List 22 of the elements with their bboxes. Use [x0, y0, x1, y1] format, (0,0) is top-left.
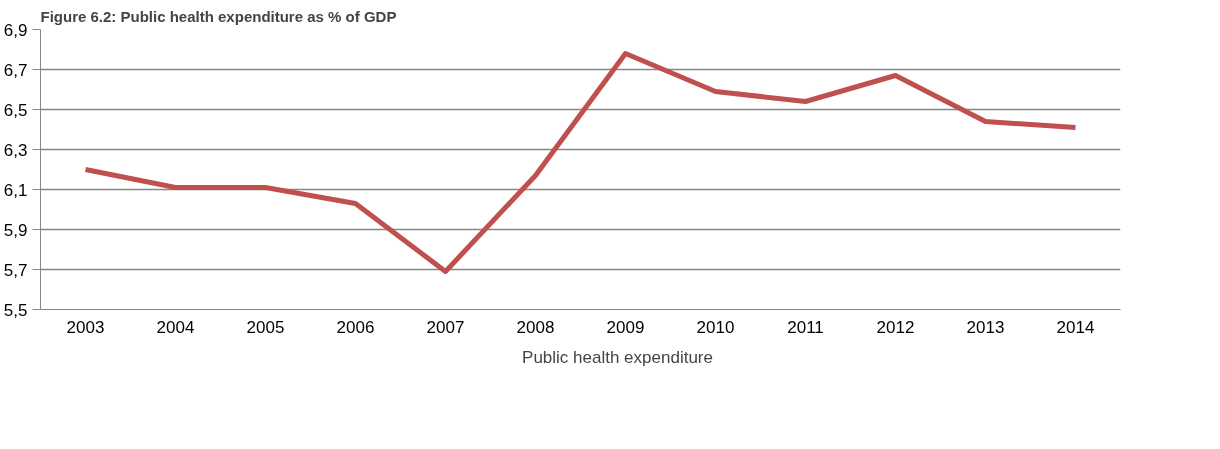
- x-tick-label: 2012: [876, 317, 915, 337]
- y-tick-label: 6,9: [3, 20, 28, 40]
- x-tick-label: 2014: [1056, 317, 1095, 337]
- x-tick-label: 2008: [516, 317, 555, 337]
- x-tick-label: 2007: [426, 317, 465, 337]
- y-tick-label: 5,7: [3, 260, 28, 280]
- text: Public health expenditure: [522, 347, 713, 368]
- x-tick-label: 2006: [336, 317, 375, 337]
- x-tick-label: 2011: [787, 317, 824, 337]
- y-tick-label: 6,5: [3, 100, 28, 120]
- y-tick-label: 6,7: [3, 60, 28, 80]
- chart-title: Figure 6.2: Public health expenditure as % of GDP: [40, 7, 397, 25]
- x-tick-label: 2003: [66, 317, 105, 337]
- x-tick-label: 2009: [606, 317, 645, 337]
- y-tick-label: 6,3: [3, 140, 28, 160]
- x-tick-label: 2004: [156, 317, 195, 337]
- x-tick-label: 2013: [966, 317, 1005, 337]
- x-tick-label: 2005: [246, 317, 285, 337]
- y-tick-label: 5,9: [3, 220, 28, 240]
- y-tick-label: 6,1: [3, 180, 28, 200]
- y-tick-label: 5,5: [3, 300, 28, 320]
- x-tick-label: 2010: [696, 317, 735, 337]
